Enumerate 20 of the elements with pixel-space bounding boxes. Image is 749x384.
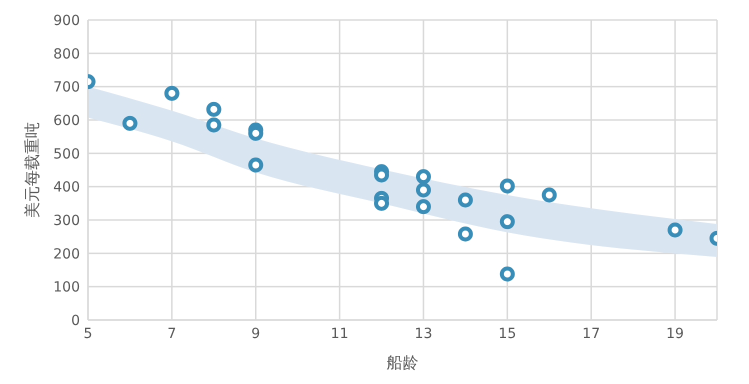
x-tick-label: 13 bbox=[414, 326, 432, 342]
y-tick-label: 300 bbox=[53, 212, 80, 229]
x-tick-label: 15 bbox=[498, 326, 516, 342]
x-tick-label: 11 bbox=[330, 326, 349, 342]
y-tick-label: 100 bbox=[53, 280, 80, 296]
x-tick-label: 5 bbox=[84, 326, 92, 342]
y-tick-label: 800 bbox=[53, 46, 80, 62]
y-tick-label: 400 bbox=[53, 180, 80, 196]
y-tick-label: 700 bbox=[53, 80, 80, 96]
x-tick-label: 17 bbox=[582, 326, 600, 342]
y-tick-label: 900 bbox=[53, 12, 80, 29]
x-tick-label: 19 bbox=[666, 326, 684, 342]
x-tick-label: 9 bbox=[251, 326, 260, 342]
y-tick-label: 200 bbox=[53, 246, 80, 262]
y-axis-title: 美元每载重吨 bbox=[22, 122, 42, 218]
y-tick-label: 500 bbox=[53, 146, 80, 162]
x-axis-title: 船龄 bbox=[386, 353, 418, 372]
x-tick-label: 7 bbox=[167, 326, 176, 342]
y-tick-label: 600 bbox=[53, 112, 80, 129]
y-tick-label: 0 bbox=[71, 312, 80, 329]
